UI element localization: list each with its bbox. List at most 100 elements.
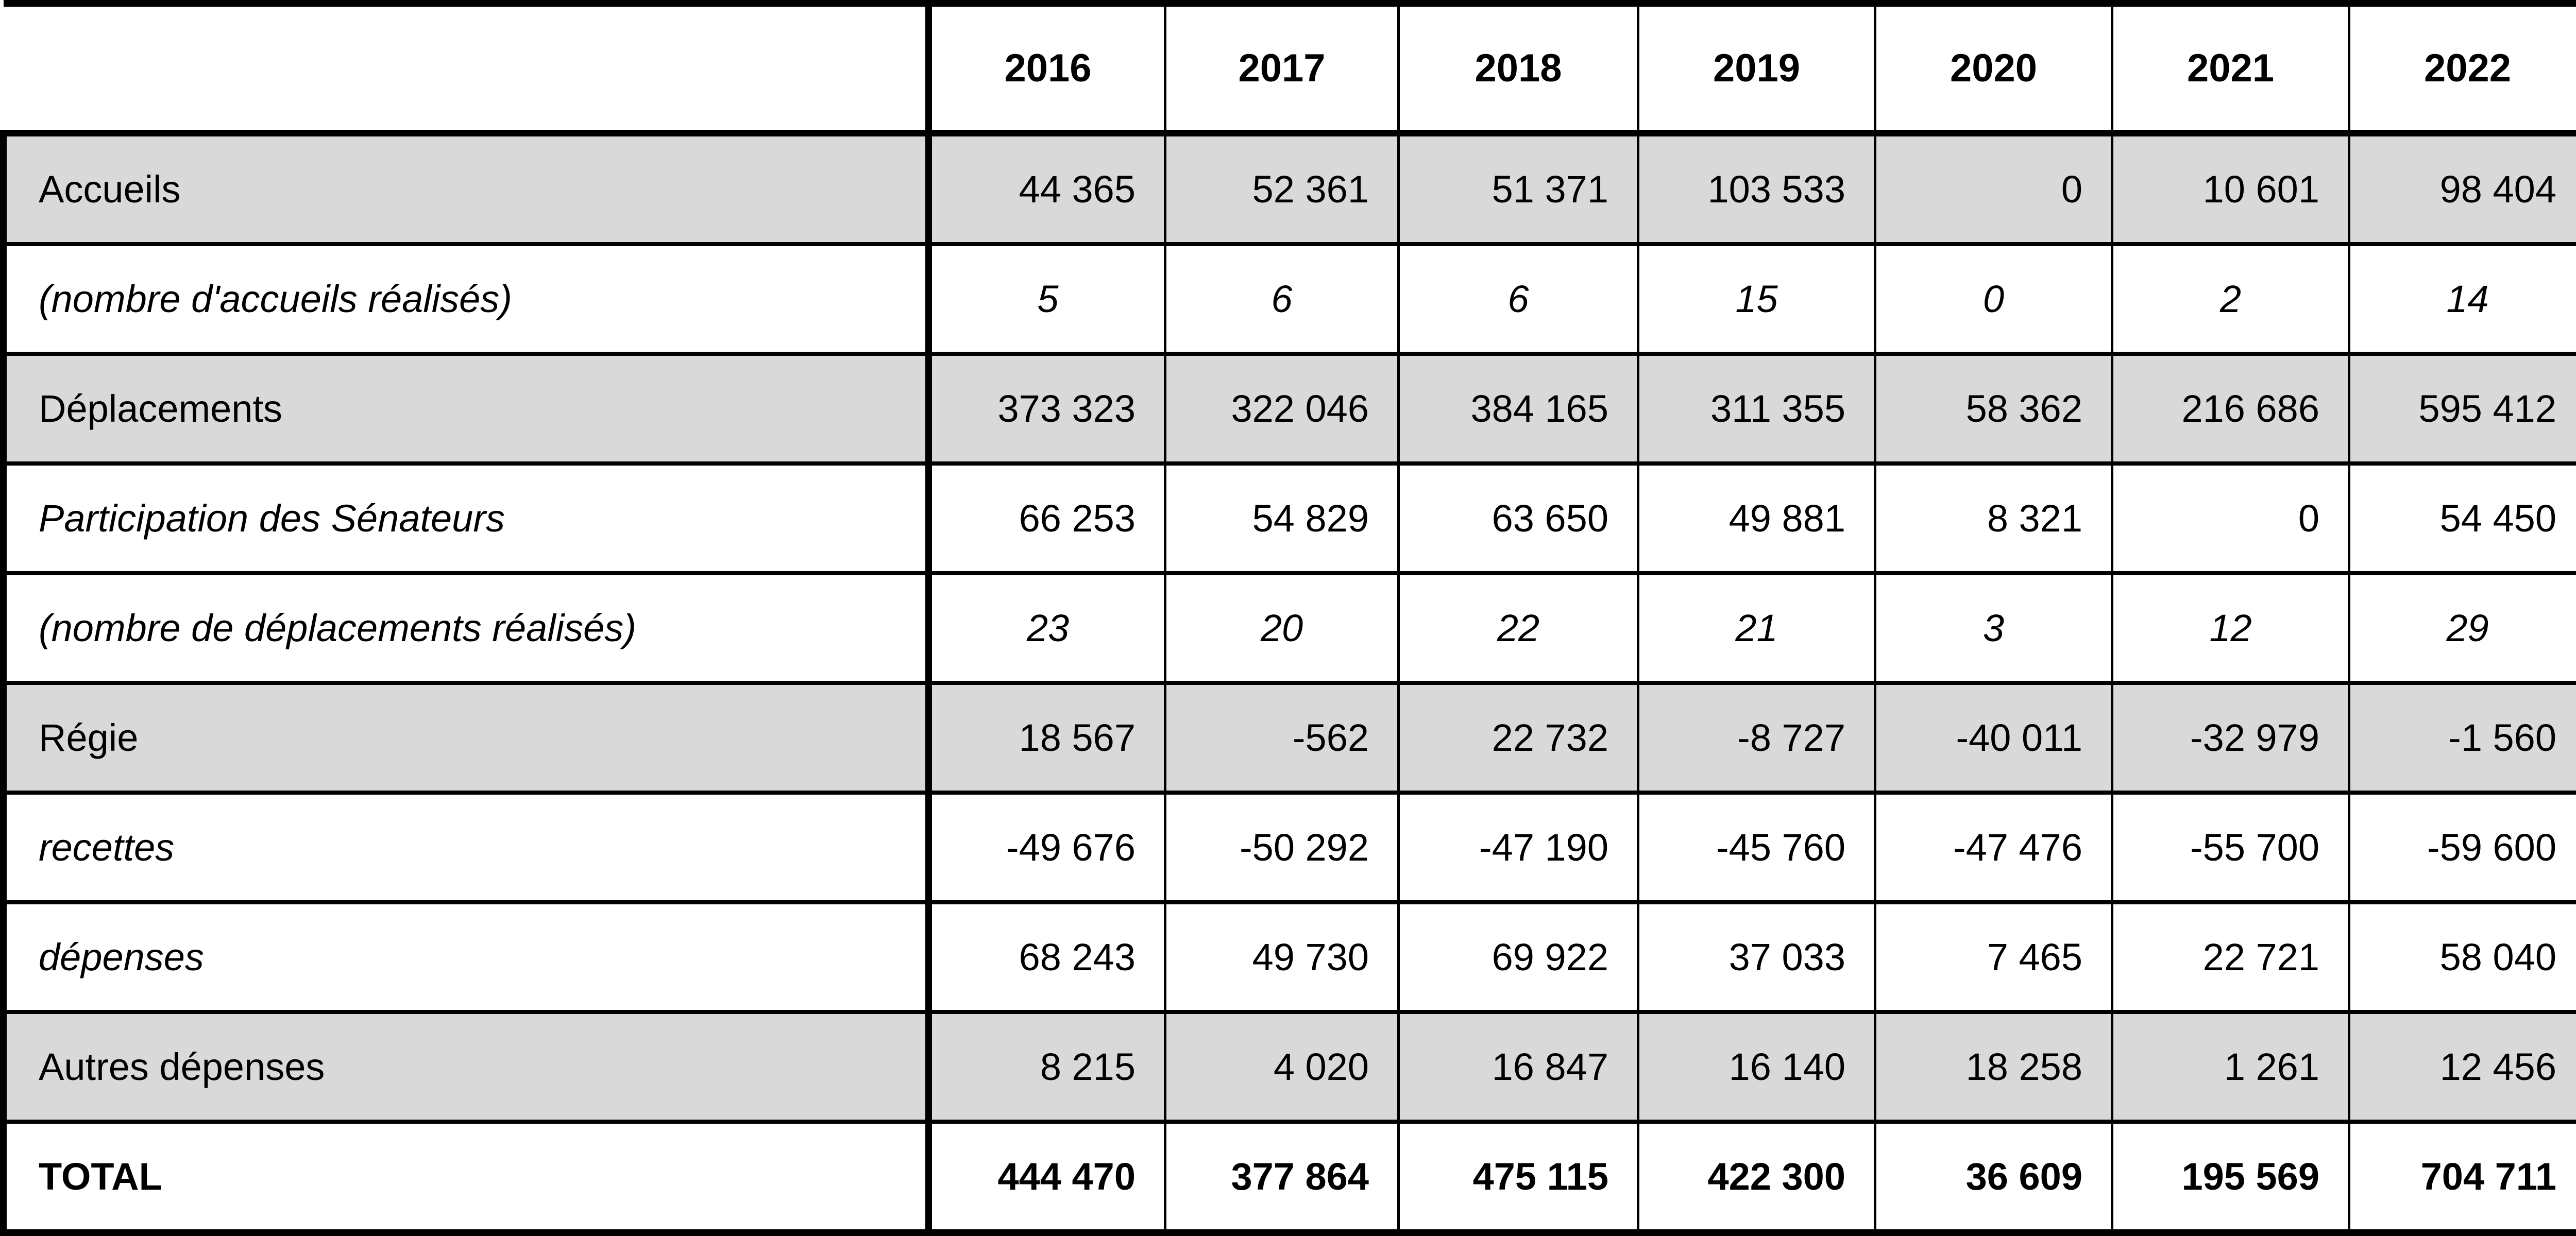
value-cell: 216 686 xyxy=(2112,354,2349,464)
row-label: dépenses xyxy=(4,902,929,1012)
value-cell: 8 321 xyxy=(1875,464,2112,573)
row-label: TOTAL xyxy=(4,1122,929,1233)
value-cell: 1 261 xyxy=(2112,1012,2349,1122)
value-cell: -55 700 xyxy=(2112,793,2349,902)
value-cell: -47 476 xyxy=(1875,793,2112,902)
year-header-2016: 2016 xyxy=(929,4,1165,133)
value-cell: 2 xyxy=(2112,244,2349,354)
value-cell: 8 215 xyxy=(929,1012,1165,1122)
value-cell: 54 450 xyxy=(2349,464,2576,573)
value-cell: 37 033 xyxy=(1638,902,1875,1012)
value-cell: 103 533 xyxy=(1638,133,1875,245)
row-label: (nombre d'accueils réalisés) xyxy=(4,244,929,354)
value-cell: 5 xyxy=(929,244,1165,354)
value-cell: 22 xyxy=(1399,573,1638,683)
year-header-2022: 2022 xyxy=(2349,4,2576,133)
value-cell: 475 115 xyxy=(1399,1122,1638,1233)
table-row-total: TOTAL 444 470 377 864 475 115 422 300 36… xyxy=(4,1122,2576,1233)
value-cell: -59 600 xyxy=(2349,793,2576,902)
value-cell: 21 xyxy=(1638,573,1875,683)
value-cell: 3 xyxy=(1875,573,2112,683)
header-row: 2016 2017 2018 2019 2020 2021 2022 2023 … xyxy=(4,4,2576,133)
value-cell: -50 292 xyxy=(1165,793,1399,902)
value-cell: 54 829 xyxy=(1165,464,1399,573)
value-cell: -45 760 xyxy=(1638,793,1875,902)
value-cell: 23 xyxy=(929,573,1165,683)
value-cell: 49 730 xyxy=(1165,902,1399,1012)
value-cell: -8 727 xyxy=(1638,683,1875,793)
value-cell: 44 365 xyxy=(929,133,1165,245)
value-cell: 51 371 xyxy=(1399,133,1638,245)
value-cell: 20 xyxy=(1165,573,1399,683)
value-cell: 322 046 xyxy=(1165,354,1399,464)
value-cell: 0 xyxy=(1875,244,2112,354)
value-cell: -1 560 xyxy=(2349,683,2576,793)
value-cell: 68 243 xyxy=(929,902,1165,1012)
value-cell: 10 601 xyxy=(2112,133,2349,245)
value-cell: -40 011 xyxy=(1875,683,2112,793)
table-row-autres-depenses: Autres dépenses 8 215 4 020 16 847 16 14… xyxy=(4,1012,2576,1122)
year-header-2017: 2017 xyxy=(1165,4,1399,133)
value-cell: 12 456 xyxy=(2349,1012,2576,1122)
value-cell: 16 140 xyxy=(1638,1012,1875,1122)
value-cell: 311 355 xyxy=(1638,354,1875,464)
value-cell: 22 732 xyxy=(1399,683,1638,793)
value-cell: 422 300 xyxy=(1638,1122,1875,1233)
value-cell: 58 040 xyxy=(2349,902,2576,1012)
row-label: Participation des Sénateurs xyxy=(4,464,929,573)
row-label: Autres dépenses xyxy=(4,1012,929,1122)
value-cell: -47 190 xyxy=(1399,793,1638,902)
row-label: (nombre de déplacements réalisés) xyxy=(4,573,929,683)
value-cell: 4 020 xyxy=(1165,1012,1399,1122)
value-cell: 66 253 xyxy=(929,464,1165,573)
value-cell: 49 881 xyxy=(1638,464,1875,573)
year-header-2020: 2020 xyxy=(1875,4,2112,133)
value-cell: 595 412 xyxy=(2349,354,2576,464)
value-cell: 98 404 xyxy=(2349,133,2576,245)
value-cell: -32 979 xyxy=(2112,683,2349,793)
value-cell: 16 847 xyxy=(1399,1012,1638,1122)
value-cell: 384 165 xyxy=(1399,354,1638,464)
value-cell: 36 609 xyxy=(1875,1122,2112,1233)
table-row-depenses: dépenses 68 243 49 730 69 922 37 033 7 4… xyxy=(4,902,2576,1012)
value-cell: 373 323 xyxy=(929,354,1165,464)
value-cell: 69 922 xyxy=(1399,902,1638,1012)
value-cell: 704 711 xyxy=(2349,1122,2576,1233)
row-label: Accueils xyxy=(4,133,929,245)
value-cell: 52 361 xyxy=(1165,133,1399,245)
value-cell: 0 xyxy=(2112,464,2349,573)
table-row-participation: Participation des Sénateurs 66 253 54 82… xyxy=(4,464,2576,573)
value-cell: 7 465 xyxy=(1875,902,2112,1012)
value-cell: 22 721 xyxy=(2112,902,2349,1012)
table-row-nombre-accueils: (nombre d'accueils réalisés) 5 6 6 15 0 … xyxy=(4,244,2576,354)
value-cell: 444 470 xyxy=(929,1122,1165,1233)
value-cell: 15 xyxy=(1638,244,1875,354)
empty-corner-cell xyxy=(4,4,929,133)
value-cell: -49 676 xyxy=(929,793,1165,902)
row-label: recettes xyxy=(4,793,929,902)
value-cell: 6 xyxy=(1399,244,1638,354)
table-row-regie: Régie 18 567 -562 22 732 -8 727 -40 011 … xyxy=(4,683,2576,793)
value-cell: 0 xyxy=(1875,133,2112,245)
value-cell: 6 xyxy=(1165,244,1399,354)
year-header-2019: 2019 xyxy=(1638,4,1875,133)
table-row-nombre-deplacements: (nombre de déplacements réalisés) 23 20 … xyxy=(4,573,2576,683)
table-row-accueils: Accueils 44 365 52 361 51 371 103 533 0 … xyxy=(4,133,2576,245)
value-cell: 12 xyxy=(2112,573,2349,683)
value-cell: -562 xyxy=(1165,683,1399,793)
row-label: Déplacements xyxy=(4,354,929,464)
year-header-2021: 2021 xyxy=(2112,4,2349,133)
value-cell: 18 567 xyxy=(929,683,1165,793)
table-row-deplacements: Déplacements 373 323 322 046 384 165 311… xyxy=(4,354,2576,464)
row-label: Régie xyxy=(4,683,929,793)
table-row-recettes: recettes -49 676 -50 292 -47 190 -45 760… xyxy=(4,793,2576,902)
value-cell: 14 xyxy=(2349,244,2576,354)
value-cell: 18 258 xyxy=(1875,1012,2112,1122)
value-cell: 58 362 xyxy=(1875,354,2112,464)
year-header-2018: 2018 xyxy=(1399,4,1638,133)
value-cell: 195 569 xyxy=(2112,1122,2349,1233)
value-cell: 29 xyxy=(2349,573,2576,683)
value-cell: 63 650 xyxy=(1399,464,1638,573)
value-cell: 377 864 xyxy=(1165,1122,1399,1233)
